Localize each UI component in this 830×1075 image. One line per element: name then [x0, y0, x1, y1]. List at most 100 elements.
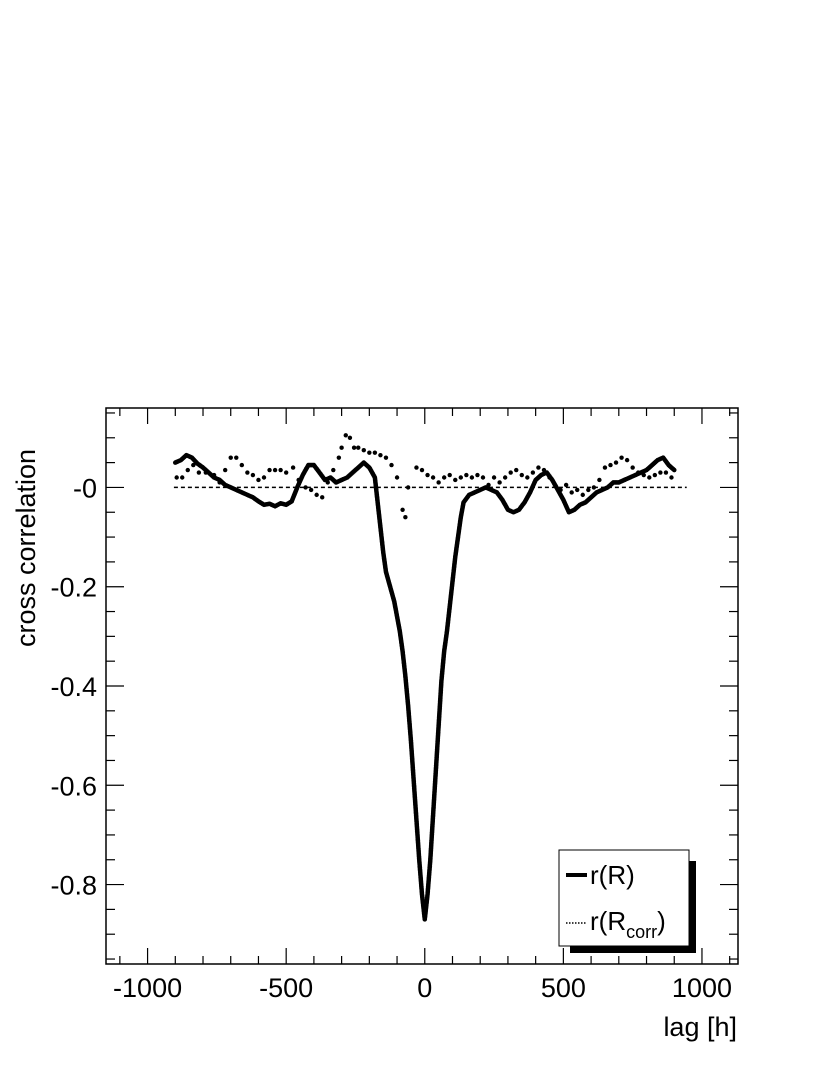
x-tick-label: 500 [541, 973, 586, 1003]
data-point-r_Rcorr [256, 477, 261, 483]
data-point-r_Rcorr [283, 470, 289, 475]
legend-label-main: r(R [590, 906, 626, 936]
data-point-r_Rcorr [491, 475, 497, 480]
data-point-r_Rcorr [191, 462, 196, 468]
x-tick-label: -1000 [113, 973, 182, 1003]
data-point-r_Rcorr [663, 470, 669, 475]
data-point-r_Rcorr [514, 467, 519, 473]
data-point-r_Rcorr [652, 472, 658, 478]
data-point-r_Rcorr [464, 472, 469, 478]
data-point-r_Rcorr [508, 470, 513, 475]
data-point-r_Rcorr [351, 445, 357, 450]
legend-label-end: ) [657, 906, 666, 936]
data-point-r_Rcorr [196, 470, 202, 475]
data-point-r_Rcorr [569, 490, 574, 495]
data-point-r_Rcorr [430, 475, 436, 480]
data-point-r_Rcorr [378, 452, 383, 458]
data-point-r_Rcorr [636, 470, 641, 475]
data-point-r_Rcorr [267, 467, 272, 473]
axis-tick-labels: -1000 -500 0 500 1000 -0 -0.2 -0.4 -0.6 -0.8 [50, 473, 732, 1003]
y-tick-label: -0.4 [50, 672, 97, 702]
data-point-r_Rcorr [575, 487, 580, 493]
legend-box [558, 849, 690, 947]
data-point-r_Rcorr [441, 475, 447, 480]
data-point-r_Rcorr [239, 462, 245, 468]
data-point-r_Rcorr [502, 475, 508, 480]
data-point-r_Rcorr [547, 475, 552, 480]
data-point-r_Rcorr [185, 467, 190, 473]
x-tick-label: -500 [259, 973, 313, 1003]
data-point-r_Rcorr [453, 477, 458, 483]
data-point-r_Rcorr [290, 465, 296, 470]
data-point-r_Rcorr [180, 475, 185, 480]
data-point-r_Rcorr [414, 465, 419, 470]
data-point-r_Rcorr [331, 467, 336, 473]
data-point-r_Rcorr [261, 475, 267, 480]
data-point-r_Rcorr [394, 475, 400, 480]
data-point-r_Rcorr [383, 455, 389, 460]
data-point-r_Rcorr [336, 455, 342, 460]
data-point-r_R [671, 467, 677, 473]
data-point-r_Rcorr [245, 470, 250, 475]
x-tick-label: 0 [417, 973, 432, 1003]
data-point-r_Rcorr [419, 467, 425, 473]
data-point-r_Rcorr [356, 445, 361, 450]
data-point-r_Rcorr [217, 480, 222, 485]
data-point-r_Rcorr [314, 492, 319, 498]
data-point-r_Rcorr [469, 475, 475, 480]
data-point-r_Rcorr [552, 482, 558, 488]
data-point-r_Rcorr [403, 515, 408, 520]
data-point-r_Rcorr [613, 460, 619, 465]
data-point-r_Rcorr [519, 472, 524, 478]
data-point-r_Rcorr [597, 477, 602, 483]
data-point-r_Rcorr [296, 477, 301, 483]
legend-label-sub: corr [626, 922, 657, 942]
data-point-r_Rcorr [541, 467, 547, 473]
x-tick-label: 1000 [672, 973, 732, 1003]
data-point-r_Rcorr [211, 472, 217, 478]
data-point-r_Rcorr [486, 482, 491, 488]
y-tick-label: -0.6 [50, 771, 97, 801]
y-tick-label: -0.8 [50, 871, 97, 901]
legend-label-r-Rcorr: r(Rcorr) [590, 906, 666, 942]
legend: r(R) r(Rcorr) [558, 849, 696, 953]
data-point-r_Rcorr [480, 475, 486, 480]
data-point-r_Rcorr [272, 467, 278, 473]
data-point-r_Rcorr [525, 475, 530, 480]
data-point-r_Rcorr [250, 472, 256, 478]
data-point-r_Rcorr [425, 472, 430, 478]
data-point-r_Rcorr [530, 470, 536, 475]
data-point-r_Rcorr [174, 475, 179, 480]
y-tick-label: -0.2 [50, 573, 97, 603]
data-point-r_Rcorr [361, 447, 366, 453]
data-point-r_Rcorr [475, 472, 480, 478]
data-point-r_Rcorr [278, 467, 283, 473]
data-point-r_Rcorr [339, 445, 344, 450]
data-point-r_Rcorr [641, 472, 646, 478]
data-point-r_Rcorr [602, 465, 608, 470]
data-point-r_Rcorr [586, 487, 591, 493]
data-point-r_Rcorr [228, 455, 233, 460]
data-point-r_Rcorr [347, 435, 353, 440]
x-axis-title: lag [h] [663, 1012, 737, 1042]
data-point-r_Rcorr [536, 465, 541, 470]
data-point-r_Rcorr [458, 475, 464, 480]
data-point-r_Rcorr [234, 455, 239, 460]
data-point-r_Rcorr [658, 470, 663, 475]
data-point-r_Rcorr [647, 475, 652, 480]
data-point-r_Rcorr [222, 467, 228, 473]
data-point-r_Rcorr [447, 472, 452, 478]
data-point-r_Rcorr [325, 480, 330, 485]
data-point-r_Rcorr [372, 450, 378, 455]
data-point-r_Rcorr [580, 492, 585, 498]
y-axis-title: cross correlation [11, 449, 41, 647]
data-point-r_Rcorr [320, 495, 325, 500]
data-point-r_Rcorr [367, 450, 372, 455]
data-point-r_Rcorr [630, 465, 635, 470]
data-point-r_Rcorr [563, 482, 569, 488]
data-point-r_Rcorr [669, 475, 674, 480]
series-r_R [172, 452, 677, 922]
data-point-r_Rcorr [308, 487, 314, 493]
data-point-r_Rcorr [558, 487, 563, 493]
